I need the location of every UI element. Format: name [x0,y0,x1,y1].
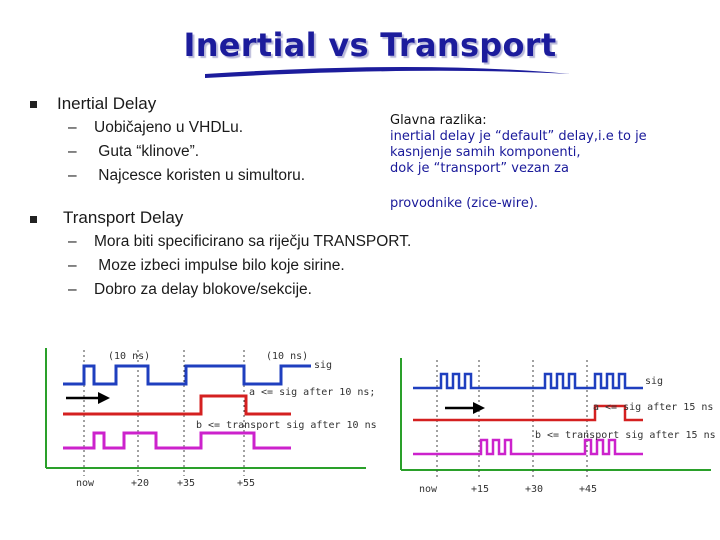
transport-waveform-diagram: sig a <= sig after 15 ns; b <= transport… [400,358,715,495]
a-assignment-label: a <= sig after 15 ns; [593,402,715,413]
title-underline-swoosh [205,67,570,78]
tick-label: +30 [525,484,543,495]
a-assignment-label: a <= sig after 10 ns; [249,387,375,398]
tick-label: +15 [471,484,489,495]
slide-title: Inertial vs Transport [183,26,557,64]
bullet-icon [30,101,37,108]
tick-label: now [76,478,95,489]
note-line: inertial delay je “default” delay,i.e to… [390,129,647,144]
transport-item: – Moze izbeci impulse bilo koje sirine. [68,257,345,274]
inertial-waveform-diagram: (10 ns) (10 ns) sig a <= sig after 10 ns… [45,348,376,489]
b-assignment-label: b <= transport sig after 15 ns; [535,430,715,441]
pulse-width-label: (10 ns) [266,351,308,362]
inertial-item: – Najcesce koristen u simultoru. [68,167,306,184]
tick-label: +20 [131,478,149,489]
tick-label: +45 [579,484,597,495]
main-difference-note: Glavna razlika: inertial delay je “defau… [390,113,647,177]
inertial-item: – Uobičajeno u VHDLu. [68,119,244,136]
note-line: kasnjenje samih komponenti, [390,145,581,160]
tick-label: +55 [237,478,255,489]
transport-item: – Mora biti specificirano sa riječju TRAN… [68,233,412,250]
inertial-item: – Guta “klinove”. [68,143,200,160]
sig-label: sig [645,376,663,387]
note-heading: Glavna razlika: [390,113,487,128]
b-assignment-label: b <= transport sig after 10 ns; [196,420,376,431]
tick-label: now [419,484,438,495]
transport-item: – Dobro za delay blokove/sekcije. [68,281,312,298]
note-line: dok je “transport” vezan za [390,161,569,176]
tick-label: +35 [177,478,195,489]
pulse-width-label: (10 ns) [108,351,150,362]
note-line: provodnike (zice-wire). [390,196,539,211]
inertial-heading: Inertial Delay [57,94,157,113]
bullet-icon [30,216,37,223]
sig-label: sig [314,360,332,371]
transport-heading: Transport Delay [63,208,184,227]
